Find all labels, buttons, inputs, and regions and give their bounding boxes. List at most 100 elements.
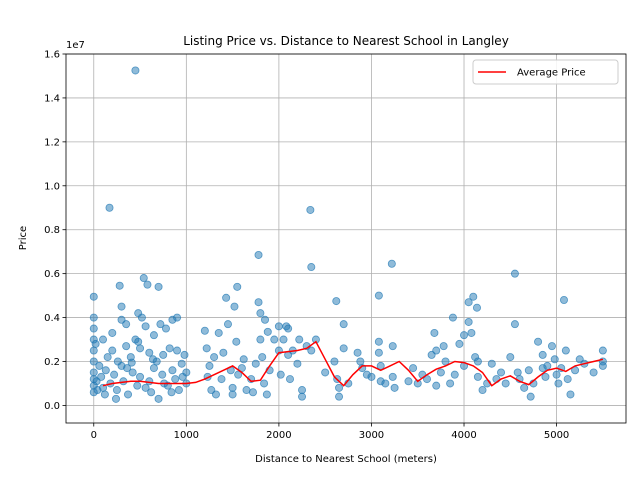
- scatter-point: [388, 342, 397, 351]
- scatter-point: [111, 394, 120, 403]
- scatter-point: [478, 386, 487, 395]
- scatter-point: [293, 359, 302, 368]
- scatter-point: [356, 357, 365, 366]
- y-tick-label: 1.2: [44, 137, 60, 148]
- scatter-point: [91, 339, 100, 348]
- scatter-point: [295, 335, 304, 344]
- scatter-point: [467, 328, 476, 337]
- scatter-point: [432, 346, 441, 355]
- scatter-point: [141, 322, 150, 331]
- scatter-point: [330, 357, 339, 366]
- scatter-point: [430, 328, 439, 337]
- scatter-point: [339, 320, 348, 329]
- scatter-point: [159, 350, 168, 359]
- scatter-point: [173, 313, 182, 322]
- scatter-point: [108, 328, 117, 337]
- scatter-point: [122, 342, 131, 351]
- scatter-point: [248, 388, 257, 397]
- average-line-layer: [102, 340, 604, 387]
- scatter-point: [524, 366, 533, 375]
- y-axis-label: Price: [18, 226, 29, 250]
- scatter-point: [89, 324, 98, 333]
- x-tick-label: 0: [91, 430, 97, 441]
- plot-frame: [65, 53, 627, 424]
- scatter-point: [228, 383, 237, 392]
- scatter-point: [448, 313, 457, 322]
- scatter-point: [95, 361, 104, 370]
- scatter-point: [487, 359, 496, 368]
- y-tick-label: 0.4: [44, 313, 60, 324]
- scatter-point: [510, 320, 519, 329]
- scatter-point: [145, 377, 154, 386]
- scatter-point: [89, 313, 98, 322]
- scatter-point: [284, 324, 293, 333]
- scatter-point: [285, 375, 294, 384]
- scatter-point: [260, 379, 269, 388]
- scatter-point: [335, 392, 344, 401]
- x-tick-label: 5000: [544, 430, 569, 441]
- scatter-point: [298, 386, 307, 395]
- scatter-point: [432, 381, 441, 390]
- scatter-point: [136, 372, 145, 381]
- scatter-point: [97, 372, 106, 381]
- scatter-point: [552, 370, 561, 379]
- scatter-point: [228, 390, 237, 399]
- scatter-point: [270, 335, 279, 344]
- scatter-point: [124, 390, 133, 399]
- scatter-points: [89, 66, 607, 403]
- scatter-point: [108, 346, 117, 355]
- scatter-point: [205, 361, 214, 370]
- scatter-point: [563, 375, 572, 384]
- scatter-point: [251, 359, 260, 368]
- scatter-point: [103, 353, 112, 362]
- scatter-point: [133, 381, 142, 390]
- scatter-point: [374, 291, 383, 300]
- scatter-point: [561, 346, 570, 355]
- y-tick-label: 0.8: [44, 225, 60, 236]
- scatter-point: [598, 346, 607, 355]
- scatter-point: [200, 326, 209, 335]
- scatter-point: [566, 390, 575, 399]
- scatter-point: [554, 379, 563, 388]
- scatter-point: [122, 320, 131, 329]
- scatter-point: [145, 348, 154, 357]
- scatter-point: [117, 302, 126, 311]
- scatter-point: [332, 297, 341, 306]
- scatter-point: [404, 377, 413, 386]
- scatter-point: [501, 379, 510, 388]
- x-tick-label: 1000: [174, 430, 199, 441]
- scatter-point: [387, 259, 396, 268]
- scatter-point: [147, 388, 156, 397]
- legend-box: [472, 59, 619, 85]
- scatter-point: [89, 346, 98, 355]
- scatter-point: [165, 344, 174, 353]
- scatter-point: [307, 263, 316, 272]
- scatter-point: [180, 350, 189, 359]
- scatter-point: [335, 383, 344, 392]
- scatter-point: [279, 335, 288, 344]
- y-offset-text: 1e7: [66, 40, 85, 51]
- scatter-point: [168, 366, 177, 375]
- scatter-point: [390, 383, 399, 392]
- scatter-point: [232, 337, 241, 346]
- scatter-point: [137, 313, 146, 322]
- scatter-point: [174, 386, 183, 395]
- scatter-point: [436, 368, 445, 377]
- scatter-point: [256, 309, 265, 318]
- scatter-point: [141, 383, 150, 392]
- scatter-point: [128, 368, 137, 377]
- x-axis-label: Distance to Nearest School (meters): [255, 454, 437, 465]
- scatter-point: [254, 250, 263, 259]
- scatter-point: [234, 370, 243, 379]
- x-tick-label: 3000: [359, 430, 384, 441]
- y-tick-label: 0.0: [44, 401, 60, 412]
- scatter-point: [156, 320, 165, 329]
- scatter-point: [520, 383, 529, 392]
- scatter-point: [460, 331, 469, 340]
- axis-ticks: 0 1000 2000 3000 4000 5000 0.0 0.2 0.4 0.6 0.8 1.0 1…: [44, 50, 569, 442]
- scatter-point: [541, 372, 550, 381]
- scatter-point: [538, 364, 547, 373]
- scatter-point: [89, 357, 98, 366]
- scatter-point: [219, 348, 228, 357]
